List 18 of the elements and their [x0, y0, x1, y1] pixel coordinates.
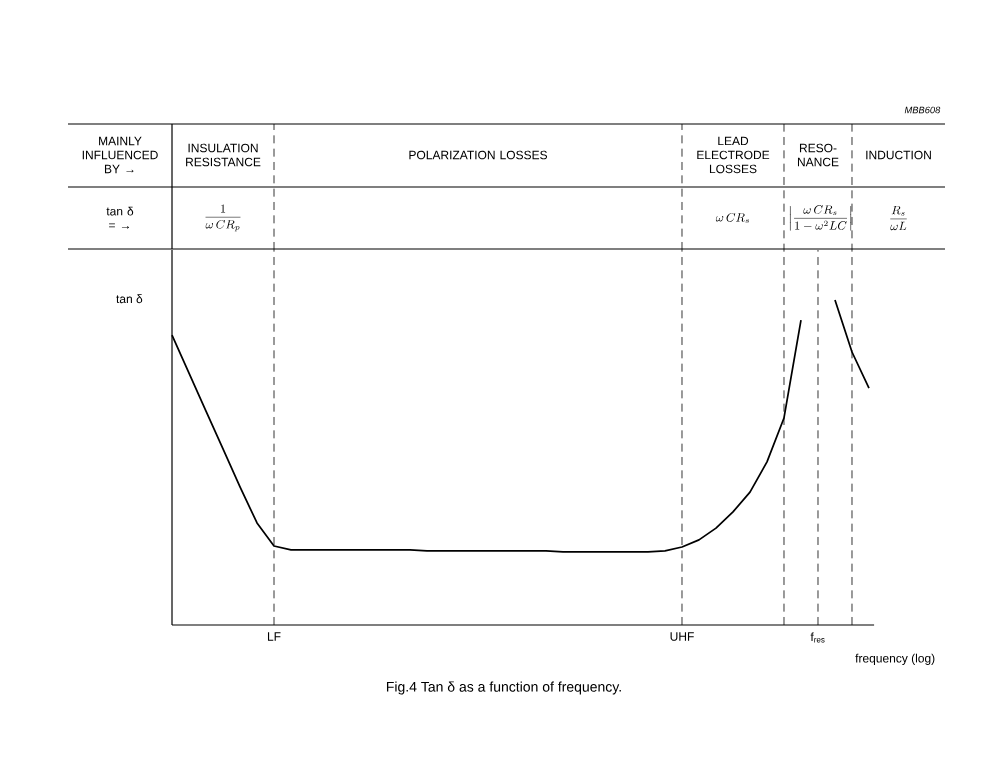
y-axis-title: tan δ	[116, 294, 143, 304]
text: INSULATION RESISTANCE	[186, 143, 261, 167]
x-tick-label: f$_{res}$	[810, 632, 825, 643]
caption: Fig.4 Tan δ as a function of frequency.	[386, 681, 621, 695]
text: LEAD ELECTRODE LOSSES	[697, 136, 770, 174]
text: tan δ = →	[106, 206, 134, 229]
text: $\left|\frac{\omega\,CR_{s}}{1-\omega^{2}LC}\right|$	[789, 205, 852, 231]
x-tick-label: LF	[267, 632, 281, 641]
text: POLARIZATION LOSSES	[409, 150, 548, 160]
text: RESO-NANCE	[797, 143, 839, 167]
text: $\omega\,CR_{s}$	[715, 212, 749, 223]
text: $\frac{R_{s}}{\omega L}$	[890, 205, 907, 231]
text: MAINLY INFLUENCED BY →	[82, 136, 158, 174]
text: MBB608	[904, 106, 941, 114]
text: $\frac{1}{\omega\,CR_{p}}$	[205, 204, 241, 232]
x-tick-label: UHF	[670, 632, 694, 641]
x-axis-title: frequency (log)	[855, 653, 935, 665]
text: INDUCTION	[866, 150, 931, 160]
